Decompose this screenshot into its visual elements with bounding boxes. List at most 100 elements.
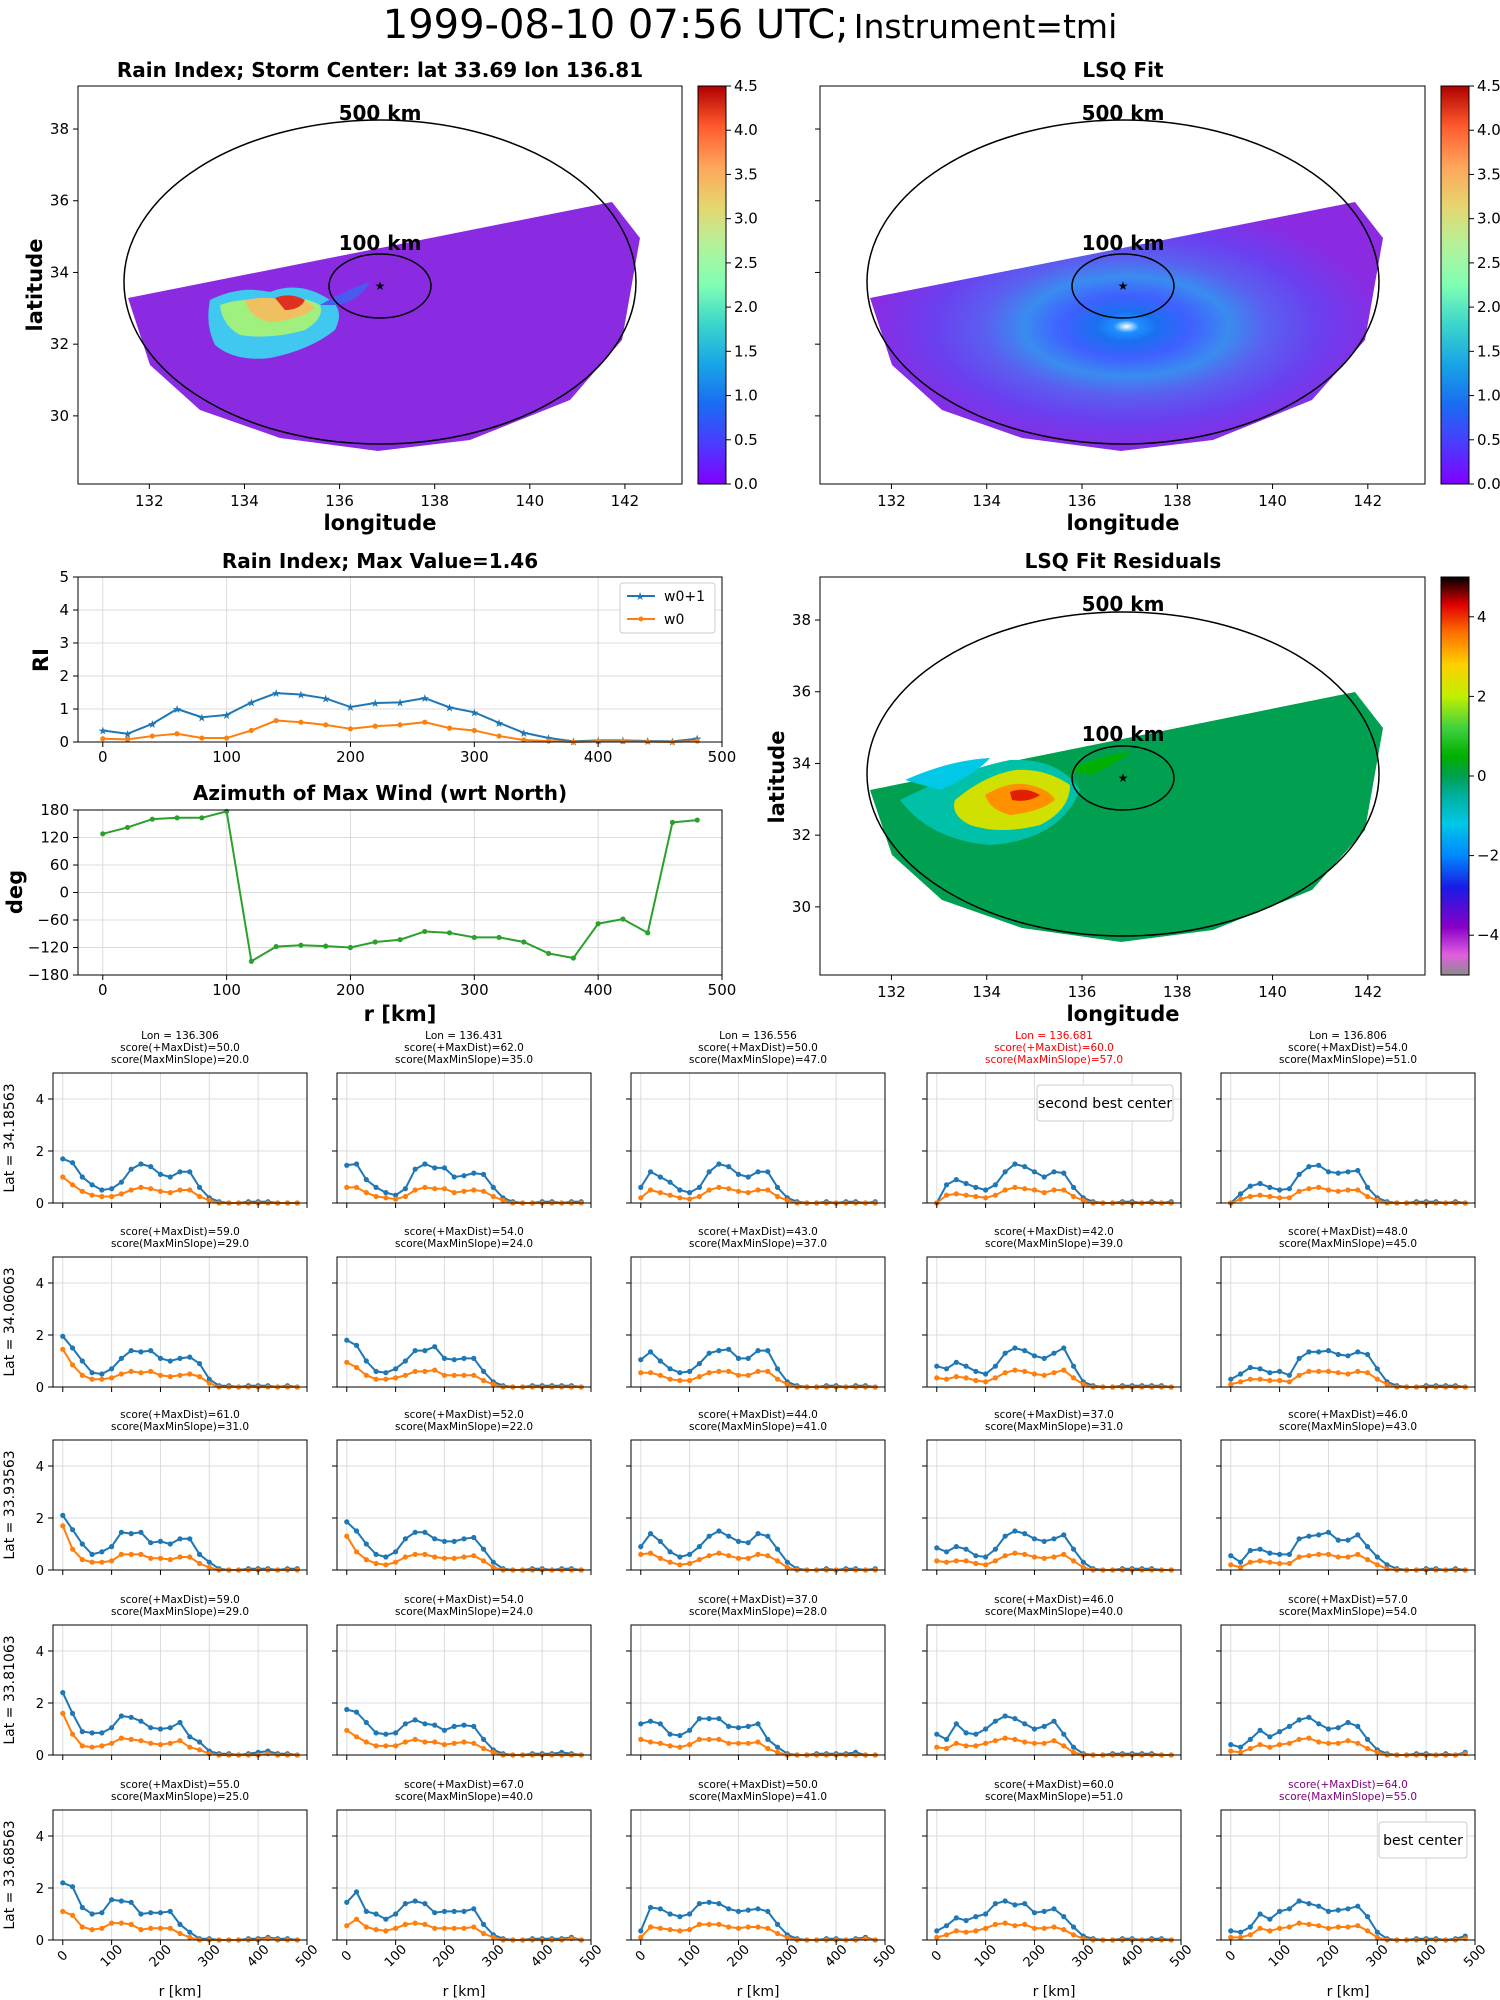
data-point — [118, 1191, 124, 1197]
data-point — [1316, 1184, 1322, 1190]
data-point — [187, 1744, 193, 1750]
x-tick-label: 0 — [633, 1948, 649, 1964]
grid-panel: 0 100 200 300 400 500 0 2 4 score(+MaxDist)=55.0s… — [2, 1779, 321, 2000]
x-tick-label: 300 — [480, 1942, 508, 1970]
data-point — [402, 1739, 408, 1745]
data-point — [696, 1193, 702, 1200]
data-point — [79, 1743, 85, 1749]
panel-title-score-maxminslope: score(MaxMinSlope)=37.0 — [689, 1238, 827, 1250]
lsq-fit-swath — [870, 202, 1383, 451]
data-point — [755, 1906, 761, 1912]
data-point — [432, 1367, 438, 1373]
data-point — [480, 1930, 487, 1937]
data-point — [373, 1193, 379, 1200]
data-point — [647, 1550, 654, 1556]
data-point — [480, 1745, 487, 1752]
data-point — [1247, 1932, 1253, 1938]
panel-series — [344, 1337, 584, 1390]
data-point — [187, 1734, 193, 1740]
data-point — [451, 1555, 457, 1561]
data-point — [657, 1740, 663, 1746]
data-point — [412, 1551, 418, 1557]
y-tick-label: 4 — [36, 1093, 44, 1108]
data-point — [647, 1531, 654, 1537]
data-point — [735, 1538, 742, 1544]
data-point — [862, 1936, 869, 1942]
panel-ticks: 0 2 4 — [36, 1093, 308, 1212]
rain-index-profile-title: Rain Index; Max Value=1.46 — [222, 549, 538, 573]
panel-xlabel: r [km] — [1033, 1984, 1076, 2000]
data-point — [1325, 1740, 1332, 1746]
grid-panel: score(+MaxDist)=42.0score(MaxMinSlope)=3… — [922, 1226, 1182, 1392]
data-point — [1228, 1934, 1234, 1940]
panel-xlabel: r [km] — [443, 1984, 486, 2000]
data-point — [1228, 1553, 1234, 1559]
data-point — [1070, 1744, 1077, 1750]
data-point — [69, 1182, 76, 1188]
rain-index-map-title: Rain Index; Storm Center: lat 33.69 lon … — [117, 58, 643, 82]
data-point — [353, 1916, 360, 1922]
panel-ticks — [1216, 1282, 1476, 1392]
data-point — [441, 1355, 448, 1361]
data-point — [1041, 1538, 1047, 1544]
panel-ticks — [922, 1098, 1182, 1208]
data-point — [784, 1564, 790, 1570]
data-point — [402, 1193, 408, 1200]
data-point — [943, 1559, 950, 1565]
colorbar-tick-label: 2.5 — [1477, 254, 1500, 272]
data-point — [167, 1740, 173, 1746]
panel-title-score-maxminslope: score(MaxMinSlope)=40.0 — [985, 1606, 1123, 1618]
data-point — [726, 1740, 732, 1746]
data-point — [1012, 1161, 1018, 1167]
data-point — [149, 816, 155, 822]
panel-title-score-maxminslope: score(MaxMinSlope)=40.0 — [395, 1791, 533, 1803]
panel-series — [638, 1716, 878, 1758]
data-point — [451, 1908, 457, 1914]
data-point — [677, 1744, 683, 1750]
data-point — [973, 1553, 979, 1559]
data-point — [696, 1901, 702, 1907]
data-point — [1041, 1355, 1047, 1361]
series-line — [346, 1708, 582, 1756]
data-point — [1257, 1192, 1263, 1198]
data-point — [432, 1165, 438, 1171]
data-point — [157, 1171, 164, 1177]
data-point — [124, 824, 131, 831]
data-point — [344, 1533, 350, 1539]
data-point — [89, 1559, 95, 1565]
grid-panel: Lon = 136.806score(+MaxDist)=54.0score(M… — [1216, 1030, 1476, 1208]
data-point — [480, 1188, 487, 1194]
data-point — [1051, 1554, 1057, 1560]
data-point — [1325, 1726, 1332, 1732]
ring-500km — [866, 611, 1380, 937]
data-point — [1061, 1731, 1067, 1737]
data-point — [109, 1544, 115, 1550]
rain-index-swath — [128, 202, 640, 451]
data-point — [1002, 1553, 1008, 1559]
rain-index-map-y-ticks: 30 32 34 36 38 — [50, 120, 78, 425]
panel-frame — [926, 1624, 1182, 1756]
data-point — [1012, 1345, 1018, 1351]
data-point — [1345, 1371, 1351, 1377]
data-point — [1277, 1368, 1283, 1374]
data-point — [677, 1195, 683, 1201]
data-point — [521, 939, 527, 945]
data-point — [1364, 1544, 1371, 1550]
data-point — [1061, 1345, 1067, 1351]
data-point — [983, 1911, 989, 1917]
data-point — [451, 1740, 457, 1746]
panel-frame — [336, 1439, 592, 1571]
data-point — [745, 1372, 751, 1378]
data-point — [79, 1358, 85, 1364]
lsq-fit-map: LSQ Fit 500 km 100 km ★ 132 134 136 138 140 1… — [815, 58, 1500, 535]
rain-index-profile-legend: ★ w0+1 w0 — [619, 582, 716, 634]
data-point — [432, 1186, 438, 1192]
colorbar-tick-label: 3.0 — [734, 210, 758, 228]
data-point — [1286, 1379, 1292, 1385]
x-tick-label: 300 — [460, 981, 489, 999]
x-tick-label: 132 — [877, 492, 906, 510]
data-point — [432, 1722, 438, 1728]
rain-index-colorbar-ticks: 0.0 0.5 1.0 1.5 2.0 2.5 3.0 3.5 4.0 4.5 — [726, 77, 758, 493]
data-point — [1286, 1560, 1292, 1567]
data-point — [983, 1195, 989, 1201]
